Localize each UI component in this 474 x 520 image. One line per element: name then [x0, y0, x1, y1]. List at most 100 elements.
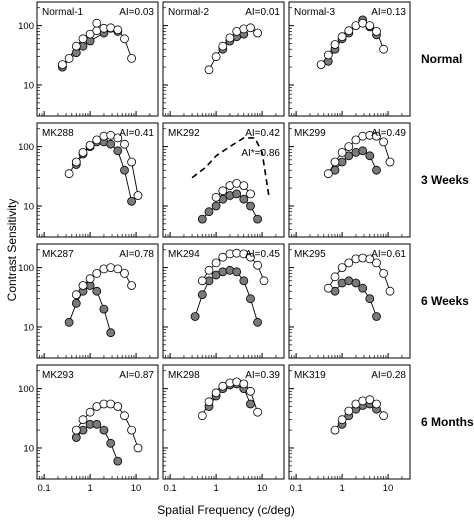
panel-mk298: 0.1 1 10 MK298 AI=0.39	[162, 364, 285, 494]
ai-value: AI=0.01	[245, 7, 280, 18]
filled-data-point	[64, 317, 74, 327]
open-data-point	[71, 157, 81, 167]
filled-data-point	[246, 201, 255, 211]
open-data-point	[92, 135, 102, 145]
filled-data-point	[71, 433, 81, 442]
open-data-point	[211, 192, 221, 202]
open-data-point	[246, 252, 255, 262]
open-data-point	[259, 276, 269, 286]
filled-data-point	[211, 201, 221, 211]
panel-name: Normal-1	[42, 7, 84, 18]
x-tick-label: 0.1	[164, 483, 177, 494]
plot-area	[330, 395, 389, 435]
open-data-point	[120, 411, 129, 421]
open-data-point	[372, 258, 381, 268]
panel-name: MK293	[42, 370, 74, 381]
filled-data-point	[92, 286, 102, 296]
ai-value: AI=0.61	[371, 249, 406, 260]
open-data-point	[344, 406, 354, 416]
open-data-point	[78, 281, 88, 290]
x-tick-label: 0.1	[290, 483, 303, 494]
filled-data-point	[365, 294, 375, 304]
plot-area	[64, 130, 143, 206]
open-data-point	[385, 157, 395, 167]
open-data-point	[323, 283, 333, 293]
open-data-point	[379, 44, 389, 54]
panel-normal-1: 100 10 Normal-1 AI=0.03	[18, 1, 159, 117]
open-data-point	[204, 65, 214, 75]
filled-data-point	[92, 419, 102, 429]
x-tick-label: 10	[257, 483, 268, 494]
ai-value: AI=0.87	[119, 370, 154, 381]
y-axis-title: Contrast Sensitivity	[5, 199, 19, 302]
plot-area	[316, 15, 389, 69]
panel-name: Normal-3	[294, 7, 336, 18]
open-data-point	[64, 54, 74, 63]
y-tick-label: 100	[18, 21, 34, 32]
open-data-point	[344, 26, 354, 36]
filled-data-point	[197, 290, 207, 300]
open-data-point	[330, 272, 340, 282]
panel-name: MK295	[294, 249, 326, 260]
y-tick-label: 10	[23, 322, 34, 333]
open-data-point	[197, 276, 207, 286]
open-data-point	[92, 268, 102, 278]
open-data-point	[127, 281, 137, 290]
plot-area	[323, 130, 395, 179]
filled-data-point	[113, 456, 123, 466]
open-data-point	[85, 140, 95, 150]
open-data-point	[71, 41, 81, 51]
filled-data-point	[99, 304, 109, 314]
open-data-point	[330, 40, 340, 49]
panel-mk299: MK299 AI=0.49	[288, 122, 411, 238]
filled-data-point	[106, 328, 116, 338]
panel-name: MK299	[294, 128, 326, 139]
panel-normal-3: Normal-3 AI=0.13	[288, 1, 411, 117]
panel-name: Normal-2	[168, 7, 210, 18]
ai-star-value: AI*=0.86	[241, 148, 280, 159]
ai-value: AI=0.41	[119, 128, 154, 139]
filled-data-point	[120, 165, 129, 175]
filled-data-point	[246, 294, 255, 304]
open-data-point	[71, 290, 81, 300]
open-data-point	[78, 34, 88, 44]
filled-data-point	[239, 276, 249, 286]
plot-area	[323, 253, 395, 321]
open-data-point	[330, 425, 340, 435]
panel-frame	[288, 1, 411, 117]
ai-value: AI=0.45	[245, 249, 280, 260]
filled-data-point	[99, 425, 109, 435]
ai-value: AI=0.39	[245, 370, 280, 381]
open-data-point	[211, 258, 221, 268]
filled-data-point	[190, 312, 200, 321]
filled-data-point	[365, 151, 375, 161]
filled-data-point	[246, 399, 255, 409]
open-data-point	[204, 397, 214, 407]
plot-area	[204, 23, 263, 75]
open-data-point	[372, 131, 381, 141]
open-data-point	[358, 396, 368, 406]
ai-value: AI=0.13	[371, 7, 406, 18]
panel-name: MK292	[168, 128, 200, 139]
filled-data-point	[253, 214, 263, 224]
open-data-point	[323, 50, 333, 60]
y-tick-label: 100	[18, 142, 34, 153]
filled-data-point	[351, 278, 361, 288]
ai-value: AI=0.28	[371, 370, 406, 381]
open-data-point	[365, 395, 375, 405]
open-data-point	[113, 264, 123, 274]
open-data-point	[337, 263, 347, 273]
open-data-point	[218, 381, 228, 391]
open-data-point	[211, 52, 221, 62]
y-tick-label: 10	[23, 201, 34, 212]
row-label: 6 Weeks	[421, 294, 469, 308]
open-data-point	[372, 399, 381, 409]
open-data-point	[330, 157, 340, 167]
panel-frame	[36, 243, 159, 359]
open-data-point	[365, 254, 375, 264]
open-data-point	[246, 386, 255, 396]
filled-data-point	[232, 267, 242, 277]
open-data-point	[218, 186, 228, 196]
filled-data-point	[253, 317, 263, 327]
open-data-point	[218, 252, 228, 262]
